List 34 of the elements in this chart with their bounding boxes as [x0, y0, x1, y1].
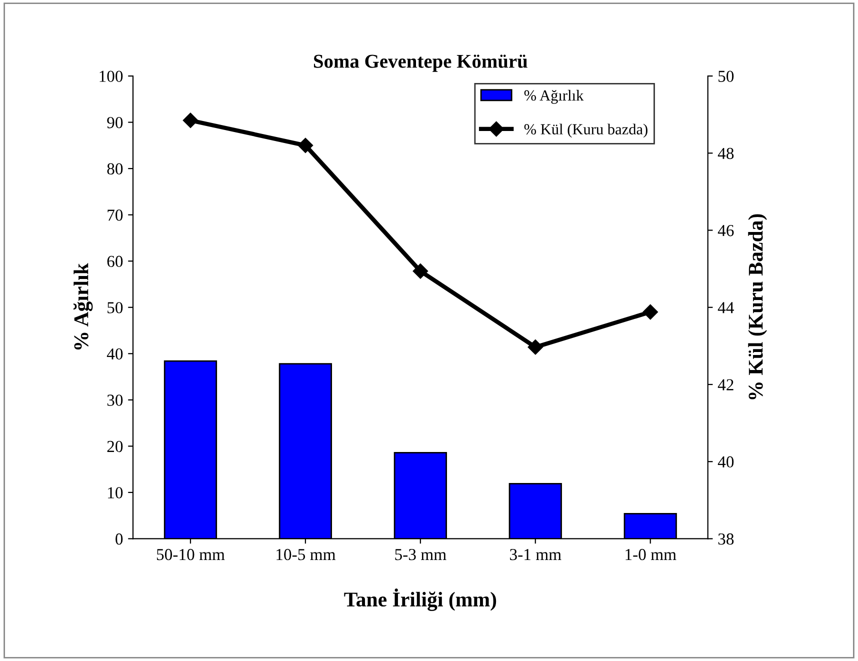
y-tick-label: 60 — [107, 256, 123, 268]
legend-label: % Ağırlık — [524, 90, 584, 104]
y-tick-label: 10 — [108, 487, 123, 498]
y-tick-label: 80 — [107, 163, 123, 174]
x-tick-label: 1-0 mm — [626, 548, 676, 560]
point — [412, 264, 428, 279]
x-axis-title: Tane İriliği (mm) — [344, 588, 496, 611]
y-axis-title: % Ağırlık — [73, 263, 93, 350]
y2-tick-label: 40 — [718, 456, 734, 468]
point — [528, 340, 543, 355]
point — [182, 112, 198, 128]
y-tick-label: 30 — [107, 394, 123, 406]
chart-title: Soma Geventepe Kömürü — [314, 54, 528, 72]
y-tick-label: 0 — [116, 533, 123, 545]
y-tick-label: 100 — [100, 70, 123, 82]
y-tick-label: 40 — [106, 348, 123, 360]
y-tick-label: 70 — [108, 210, 123, 221]
point — [642, 304, 658, 320]
x-tick-label: 10-5 mm — [276, 548, 336, 560]
y2-tick-label: 42 — [718, 379, 734, 390]
y2-tick-label: 38 — [718, 533, 734, 545]
x-tick-label: 50-10 mm — [156, 548, 225, 560]
y2-tick-label: 44 — [718, 302, 734, 314]
y2-axis-title: % Kül (Kuru Bazda) — [748, 214, 768, 400]
y-tick-label: 50 — [108, 302, 123, 314]
legend-label: % Kül (Kuru bazda) — [524, 124, 648, 138]
y2-tick-label: 50 — [718, 70, 734, 82]
x-tick-label: 3-1 mm — [510, 548, 562, 560]
point — [298, 138, 314, 153]
y2-tick-label: 48 — [718, 148, 734, 160]
y-tick-label: 90 — [107, 116, 123, 128]
y-tick-label: 20 — [107, 440, 123, 452]
y2-tick-label: 46 — [718, 224, 734, 236]
x-tick-label: 5-3 mm — [395, 548, 446, 560]
